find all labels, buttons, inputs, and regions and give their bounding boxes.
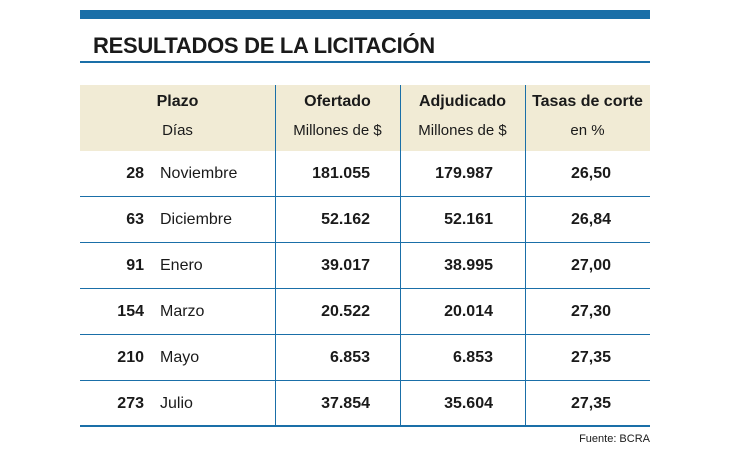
header-tasas: Tasas de corte en %	[525, 85, 650, 151]
cell-days: 28	[126, 165, 144, 182]
cell-month: Marzo	[160, 303, 205, 320]
cell-ofertado: 37.854	[321, 395, 370, 412]
cell-ofertado: 6.853	[329, 349, 370, 366]
cell-tasa: 27,35	[570, 349, 611, 366]
cell-adjudicado: 52.161	[444, 211, 493, 228]
cell-days: 210	[117, 349, 144, 366]
cell-ofertado: 181.055	[312, 165, 370, 182]
table-row: 210 Mayo 6.853 6.853 27,35	[80, 335, 650, 381]
cell-ofertado: 20.522	[321, 303, 370, 320]
header-tasas-title: Tasas de corte	[532, 93, 643, 110]
column-divider	[275, 85, 276, 427]
cell-tasa: 26,84	[570, 211, 611, 228]
header-ofertado: Ofertado Millones de $	[275, 85, 400, 151]
top-accent-bar	[80, 10, 650, 19]
table-title: RESULTADOS DE LA LICITACIÓN	[93, 33, 435, 58]
table-header: Plazo Días Ofertado Millones de $ Adjudi…	[80, 85, 650, 151]
cell-adjudicado: 38.995	[444, 257, 493, 274]
cell-month: Noviembre	[160, 165, 238, 182]
header-ofertado-unit: Millones de $	[293, 122, 382, 139]
cell-month: Mayo	[160, 349, 200, 366]
table-row: 91 Enero 39.017 38.995 27,00	[80, 243, 650, 289]
cell-tasa: 27,30	[570, 303, 611, 320]
table-row: 273 Julio 37.854 35.604 27,35	[80, 381, 650, 427]
cell-adjudicado: 20.014	[444, 303, 493, 320]
results-table: Plazo Días Ofertado Millones de $ Adjudi…	[80, 85, 650, 427]
cell-tasa: 27,00	[570, 257, 611, 274]
cell-adjudicado: 179.987	[435, 165, 493, 182]
header-adjudicado-title: Adjudicado	[418, 93, 507, 110]
table-row: 63 Diciembre 52.162 52.161 26,84	[80, 197, 650, 243]
table-row: 28 Noviembre 181.055 179.987 26,50	[80, 151, 650, 197]
cell-days: 63	[126, 211, 144, 228]
cell-tasa: 27,35	[570, 395, 611, 412]
cell-month: Enero	[160, 257, 203, 274]
header-tasas-unit: en %	[570, 122, 605, 139]
header-plazo-title: Plazo	[156, 93, 199, 110]
cell-days: 273	[117, 395, 144, 412]
cell-days: 91	[126, 257, 144, 274]
header-plazo: Plazo Días	[80, 85, 275, 151]
cell-adjudicado: 35.604	[444, 395, 493, 412]
cell-ofertado: 39.017	[321, 257, 370, 274]
cell-tasa: 26,50	[570, 165, 611, 182]
header-plazo-unit: Días	[162, 122, 193, 139]
cell-days: 154	[117, 303, 144, 320]
source-note: Fuente: BCRA	[579, 433, 650, 445]
cell-month: Julio	[160, 395, 193, 412]
cell-adjudicado: 6.853	[452, 349, 493, 366]
header-adjudicado-unit: Millones de $	[418, 122, 507, 139]
table-row: 154 Marzo 20.522 20.014 27,30	[80, 289, 650, 335]
column-divider	[400, 85, 401, 427]
title-underline	[80, 61, 650, 63]
column-divider	[525, 85, 526, 427]
table-body: 28 Noviembre 181.055 179.987 26,50 63 Diciembr…	[80, 151, 650, 427]
cell-month: Diciembre	[160, 211, 233, 228]
header-ofertado-title: Ofertado	[304, 93, 371, 110]
header-adjudicado: Adjudicado Millones de $	[400, 85, 525, 151]
cell-ofertado: 52.162	[321, 211, 370, 228]
